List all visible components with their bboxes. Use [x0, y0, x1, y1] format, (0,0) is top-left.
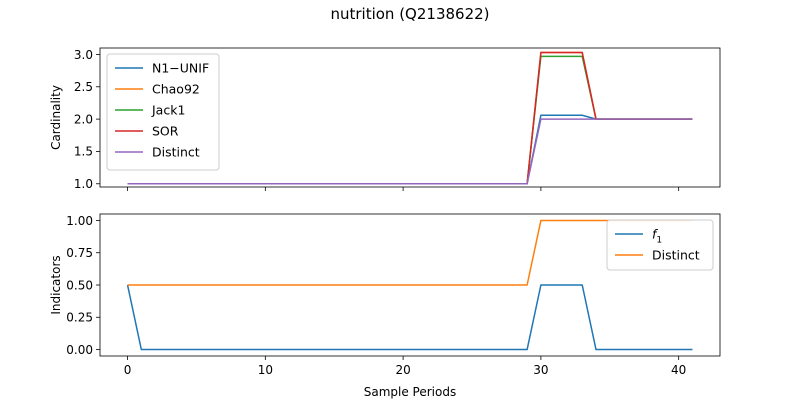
- y-tick-label: 1.0: [74, 177, 93, 191]
- y-tick-label: 1.00: [66, 214, 93, 228]
- series-line-f1: [126, 284, 693, 351]
- y-tick-label: 1.5: [74, 145, 93, 159]
- legend-label: N1−UNIF: [152, 61, 209, 76]
- legend-box: [606, 219, 714, 271]
- y-axis-title: Cardinality: [49, 85, 63, 150]
- y-tick-label: 0.00: [66, 343, 93, 357]
- indicators-panel: 0 10 20 30 40 0.00 0.25 0.50 0.75 1.00 Indicators S…: [49, 213, 721, 399]
- y-tick-label: 3.0: [74, 48, 93, 62]
- x-tick-label: 20: [395, 363, 410, 377]
- y-tick-label: 2.0: [74, 112, 93, 126]
- x-tick-label: 40: [671, 363, 686, 377]
- y-axis-title: Indicators: [49, 255, 63, 314]
- legend-label: f1: [652, 227, 662, 246]
- legend-label: Distinct: [152, 145, 200, 160]
- legend: N1−UNIF Chao92 Jack1 SOR Distinct: [106, 53, 220, 171]
- legend-box: [106, 53, 220, 171]
- legend-label: Chao92: [152, 82, 200, 97]
- legend-label: Jack1: [151, 103, 185, 118]
- cardinality-panel: 1.0 1.5 2.0 2.5 3.0 Cardinality N1−UNIF Chao92 J…: [49, 47, 721, 191]
- y-tick-label: 2.5: [74, 80, 93, 94]
- y-tick-label: 0.75: [66, 246, 93, 260]
- legend-label: Distinct: [652, 248, 700, 263]
- x-tick-label: 0: [124, 363, 132, 377]
- figure-title: nutrition (Q2138622): [330, 5, 489, 23]
- series-line-distinct: [127, 118, 693, 185]
- x-tick-label: 30: [533, 363, 548, 377]
- plot-frame: [99, 47, 721, 188]
- y-tick-label: 0.25: [66, 311, 93, 325]
- x-axis-title: Sample Periods: [364, 385, 456, 399]
- x-tick-label: 10: [258, 363, 273, 377]
- legend: f1 Distinct: [606, 219, 714, 271]
- y-tick-label: 0.50: [66, 278, 93, 292]
- legend-label: SOR: [152, 124, 179, 139]
